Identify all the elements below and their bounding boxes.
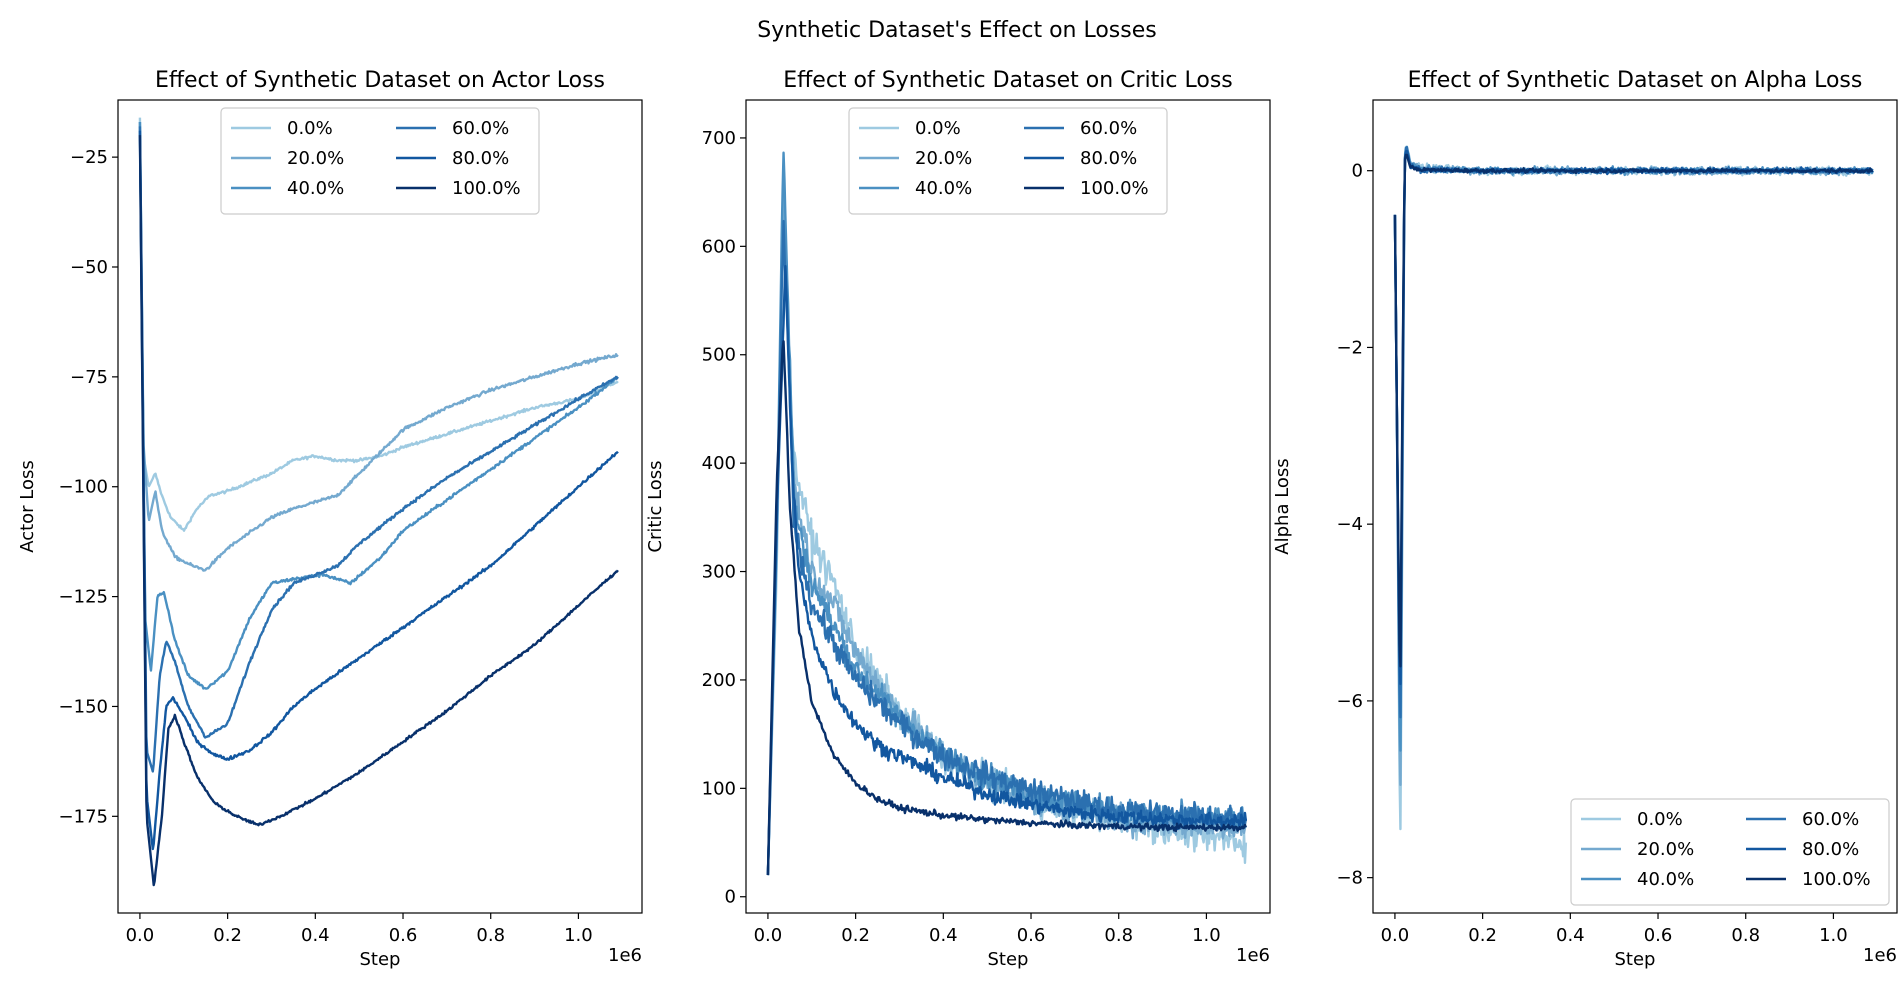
series-line-200 bbox=[138, 121, 619, 572]
subplot-title: Effect of Synthetic Dataset on Actor Los… bbox=[155, 68, 605, 93]
subplot-3: 0.0 0.2 0.4 0.6 0.8 1.0 −8 −6 −4 −2 0 Effect of Syn… bbox=[1272, 68, 1898, 970]
x-offset-label: 1e6 bbox=[1236, 945, 1270, 966]
legend-label: 0.0% bbox=[1637, 809, 1683, 830]
y-tick-label: −25 bbox=[70, 147, 108, 168]
axes-frame bbox=[117, 99, 643, 914]
legend-label: 100.0% bbox=[1080, 178, 1149, 199]
y-tick-label: 100 bbox=[702, 778, 736, 799]
series-line-800 bbox=[766, 265, 1248, 876]
legend: 0.0% 20.0% 40.0% 60.0% 80.0% 100.0% bbox=[220, 107, 540, 215]
y-axis-label: Alpha Loss bbox=[1272, 458, 1293, 554]
y-tick-label: −75 bbox=[70, 367, 108, 388]
x-tick-label: 0.0 bbox=[1381, 925, 1410, 946]
legend-label: 0.0% bbox=[915, 118, 961, 139]
legend: 0.0% 20.0% 40.0% 60.0% 80.0% 100.0% bbox=[1570, 798, 1890, 906]
x-offset-label: 1e6 bbox=[608, 945, 642, 966]
legend-label: 40.0% bbox=[1637, 869, 1694, 890]
series-line-600 bbox=[766, 219, 1248, 876]
y-tick-label: 0 bbox=[725, 887, 736, 908]
subplot-title: Effect of Synthetic Dataset on Alpha Los… bbox=[1408, 68, 1863, 93]
y-tick-label: 500 bbox=[702, 345, 736, 366]
series-line-1000 bbox=[1393, 153, 1874, 668]
x-tick-label: 0.8 bbox=[476, 925, 505, 946]
y-tick-label: 400 bbox=[702, 453, 736, 474]
x-tick-label: 0.2 bbox=[841, 925, 870, 946]
x-axis-label: Step bbox=[1615, 949, 1656, 970]
x-tick-label: 0.4 bbox=[301, 925, 330, 946]
y-tick-label: 0 bbox=[1352, 161, 1363, 182]
legend-label: 100.0% bbox=[452, 178, 521, 199]
x-tick-label: 0.4 bbox=[1556, 925, 1585, 946]
y-tick-label: −8 bbox=[1336, 868, 1363, 889]
x-tick-label: 0.2 bbox=[213, 925, 242, 946]
legend-label: 40.0% bbox=[915, 178, 972, 199]
y-tick-label: −50 bbox=[70, 257, 108, 278]
legend-label: 60.0% bbox=[1080, 118, 1137, 139]
y-tick-label: 300 bbox=[702, 562, 736, 583]
x-axis-label: Step bbox=[988, 949, 1029, 970]
y-tick-label: −4 bbox=[1336, 514, 1363, 535]
x-tick-label: 0.2 bbox=[1468, 925, 1497, 946]
x-tick-label: 0.6 bbox=[389, 925, 418, 946]
legend-label: 60.0% bbox=[452, 118, 509, 139]
y-tick-label: −175 bbox=[59, 806, 108, 827]
y-tick-label: 600 bbox=[702, 236, 736, 257]
x-tick-label: 1.0 bbox=[1192, 925, 1221, 946]
legend-label: 80.0% bbox=[1080, 148, 1137, 169]
legend: 0.0% 20.0% 40.0% 60.0% 80.0% 100.0% bbox=[848, 107, 1168, 215]
series-lines bbox=[138, 117, 619, 887]
legend-frame bbox=[1570, 798, 1890, 906]
x-tick-label: 0.8 bbox=[1104, 925, 1133, 946]
legend-label: 80.0% bbox=[452, 148, 509, 169]
subplot-2: 0.0 0.2 0.4 0.6 0.8 1.0 0 100 200 300 400 500 600 700… bbox=[645, 68, 1271, 970]
series-lines bbox=[766, 151, 1248, 876]
x-tick-label: 1.0 bbox=[1819, 925, 1848, 946]
y-tick-label: 200 bbox=[702, 670, 736, 691]
figure-suptitle: Synthetic Dataset's Effect on Losses bbox=[757, 18, 1156, 43]
x-tick-label: 0.8 bbox=[1731, 925, 1760, 946]
y-tick-label: −125 bbox=[59, 587, 108, 608]
y-axis-label: Actor Loss bbox=[17, 460, 38, 553]
x-axis-label: Step bbox=[360, 949, 401, 970]
series-line-1000 bbox=[138, 135, 619, 887]
legend-label: 60.0% bbox=[1802, 809, 1859, 830]
legend-label: 0.0% bbox=[287, 118, 333, 139]
y-tick-label: −6 bbox=[1336, 691, 1363, 712]
series-line-800 bbox=[138, 130, 619, 851]
legend-label: 100.0% bbox=[1802, 869, 1871, 890]
legend-frame bbox=[220, 107, 540, 215]
y-tick-label: −100 bbox=[59, 477, 108, 498]
subplot-1: 0.0 0.2 0.4 0.6 0.8 1.0 −175 −150 −125 −100 −75 −50… bbox=[17, 68, 643, 970]
legend-label: 20.0% bbox=[287, 148, 344, 169]
y-tick-label: 700 bbox=[702, 128, 736, 149]
legend-label: 20.0% bbox=[915, 148, 972, 169]
legend-label: 80.0% bbox=[1802, 839, 1859, 860]
y-axis-label: Critic Loss bbox=[645, 460, 666, 552]
x-offset-label: 1e6 bbox=[1863, 945, 1897, 966]
legend-label: 20.0% bbox=[1637, 839, 1694, 860]
x-tick-label: 0.0 bbox=[126, 925, 155, 946]
legend-label: 40.0% bbox=[287, 178, 344, 199]
axes-frame bbox=[745, 99, 1271, 914]
x-tick-label: 0.6 bbox=[1017, 925, 1046, 946]
y-tick-label: −150 bbox=[59, 696, 108, 717]
x-tick-label: 0.6 bbox=[1644, 925, 1673, 946]
series-line-600 bbox=[138, 126, 619, 773]
subplots: 0.0 0.2 0.4 0.6 0.8 1.0 −175 −150 −125 −100 −75 −50… bbox=[17, 68, 1898, 970]
y-tick-label: −2 bbox=[1336, 337, 1363, 358]
series-lines bbox=[1393, 145, 1875, 831]
legend-frame bbox=[848, 107, 1168, 215]
x-tick-label: 0.0 bbox=[754, 925, 783, 946]
series-line-1000 bbox=[766, 340, 1247, 876]
x-tick-label: 0.4 bbox=[929, 925, 958, 946]
subplot-title: Effect of Synthetic Dataset on Critic Lo… bbox=[783, 68, 1233, 93]
x-tick-label: 1.0 bbox=[564, 925, 593, 946]
axes-frame bbox=[1372, 99, 1898, 914]
series-line-400 bbox=[138, 121, 619, 690]
